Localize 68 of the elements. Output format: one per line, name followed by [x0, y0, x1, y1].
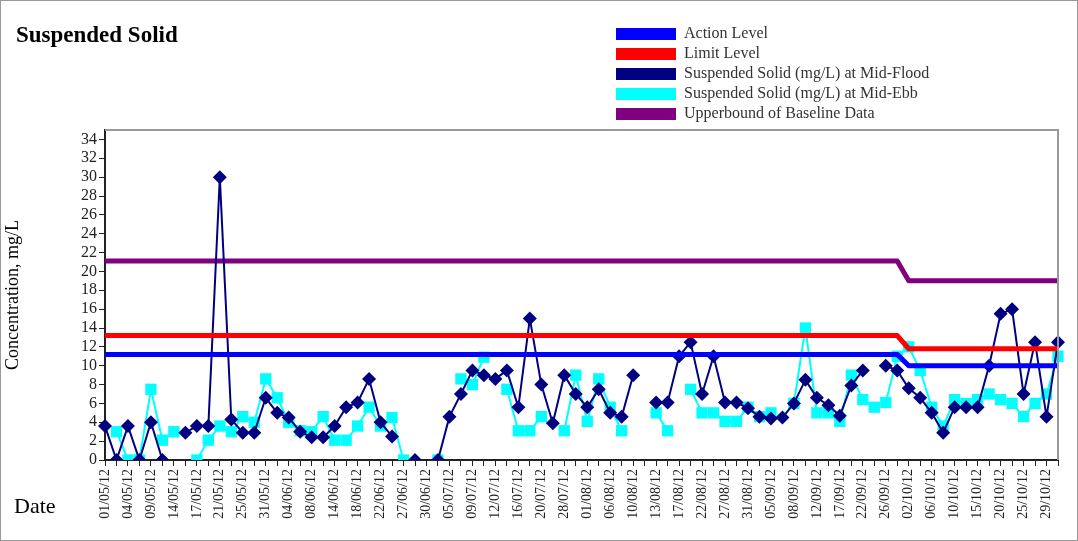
legend-label: Suspended Solid (mg/L) at Mid-Flood [684, 64, 930, 83]
y-tick-label: 4 [89, 412, 97, 430]
y-axis-title: Concentration, mg/L [1, 220, 22, 370]
x-tick-label: 30/06/12 [418, 469, 434, 519]
legend-label: Limit Level [684, 44, 761, 62]
x-tick-label: 17/05/12 [188, 469, 204, 519]
y-tick-label: 2 [89, 431, 97, 449]
x-tick-label: 05/07/12 [441, 469, 457, 519]
x-tick-label: 29/10/12 [1038, 469, 1054, 519]
y-tick-label: 16 [81, 299, 97, 317]
legend-label: Action Level [684, 24, 769, 42]
chart-title: Suspended Solid [16, 22, 178, 48]
x-tick-label: 28/07/12 [555, 469, 571, 519]
x-tick-label: 25/05/12 [234, 469, 250, 519]
x-tick-label: 16/07/12 [510, 469, 526, 519]
x-tick-label: 08/06/12 [303, 469, 319, 519]
x-tick-label: 15/10/12 [969, 469, 985, 519]
x-tick-label: 10/08/12 [624, 469, 640, 519]
x-tick-label: 20/07/12 [532, 469, 548, 519]
y-tick-label: 6 [89, 393, 97, 411]
y-tick-label: 12 [81, 337, 97, 355]
x-tick-label: 25/10/12 [1015, 469, 1031, 519]
x-tick-label: 22/09/12 [854, 469, 870, 519]
y-tick-label: 24 [81, 223, 97, 241]
x-tick-label: 20/10/12 [992, 469, 1008, 519]
x-tick-label: 27/08/12 [716, 469, 732, 519]
y-tick-label: 8 [89, 374, 97, 392]
x-tick-label: 14/06/12 [326, 469, 342, 519]
x-tick-label: 27/06/12 [395, 469, 411, 519]
y-tick-label: 10 [81, 355, 97, 373]
x-tick-label: 10/10/12 [946, 469, 962, 519]
x-tick-label: 26/09/12 [877, 469, 893, 519]
x-tick-label: 14/05/12 [165, 469, 181, 519]
x-axis-title: Date [14, 493, 56, 519]
x-tick-label: 01/05/12 [96, 469, 112, 519]
x-tick-label: 12/09/12 [808, 469, 824, 519]
x-tick-label: 31/08/12 [739, 469, 755, 519]
y-tick-label: 32 [81, 148, 97, 166]
x-tick-label: 08/09/12 [785, 469, 801, 519]
legend-label: Upperbound of Baseline Data [684, 104, 875, 123]
x-tick-label: 12/07/12 [487, 469, 503, 519]
x-tick-label: 09/07/12 [464, 469, 480, 519]
y-tick-label: 28 [81, 186, 97, 204]
y-tick-label: 0 [89, 450, 97, 468]
x-tick-label: 02/10/12 [900, 469, 916, 519]
x-tick-label: 18/06/12 [349, 469, 365, 519]
x-tick-label: 22/06/12 [372, 469, 388, 519]
x-tick-label: 04/05/12 [119, 469, 135, 519]
y-tick-label: 18 [81, 280, 97, 298]
x-tick-label: 17/08/12 [670, 469, 686, 519]
legend-label: Suspended Solid (mg/L) at Mid-Ebb [684, 84, 918, 103]
x-tick-label: 31/05/12 [257, 469, 273, 519]
y-tick-label: 22 [81, 242, 97, 260]
x-tick-label: 06/08/12 [601, 469, 617, 519]
y-tick-label: 30 [81, 167, 97, 185]
x-tick-label: 05/09/12 [762, 469, 778, 519]
x-tick-label: 04/06/12 [280, 469, 296, 519]
y-tick-label: 34 [81, 129, 97, 147]
x-tick-label: 17/09/12 [831, 469, 847, 519]
y-tick-label: 20 [81, 261, 97, 279]
x-tick-label: 09/05/12 [142, 469, 158, 519]
x-tick-label: 13/08/12 [647, 469, 663, 519]
x-tick-label: 06/10/12 [923, 469, 939, 519]
x-tick-label: 01/08/12 [578, 469, 594, 519]
y-tick-label: 26 [81, 205, 97, 223]
x-tick-label: 22/08/12 [693, 469, 709, 519]
y-tick-label: 14 [81, 318, 97, 336]
x-tick-label: 21/05/12 [211, 469, 227, 519]
